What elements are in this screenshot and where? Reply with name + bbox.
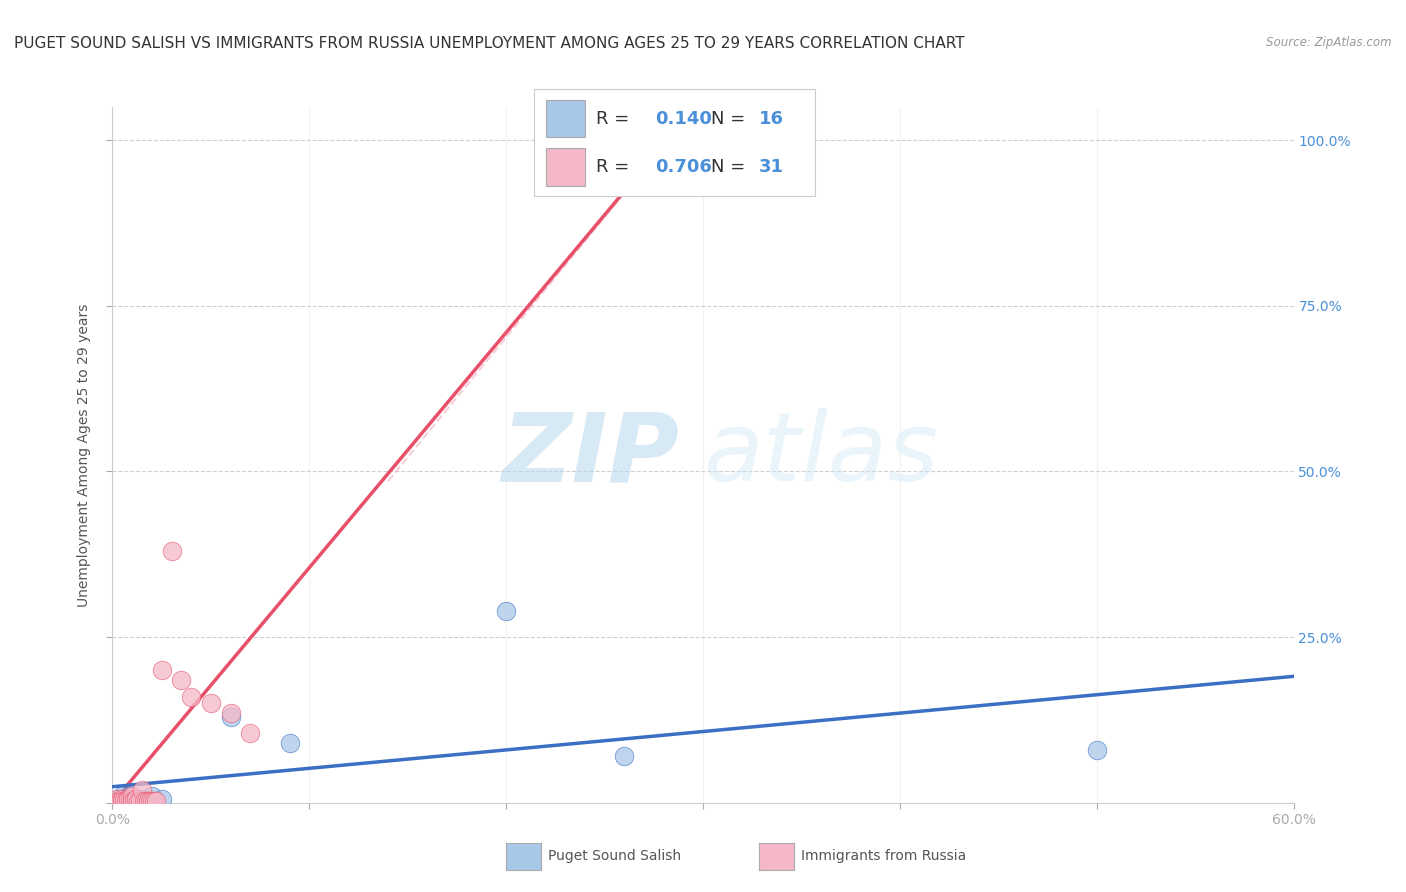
Point — [115, 792, 138, 806]
Point — [112, 792, 135, 806]
Point — [131, 782, 153, 797]
Text: Source: ZipAtlas.com: Source: ZipAtlas.com — [1267, 36, 1392, 49]
Point — [139, 794, 162, 808]
Point — [613, 749, 636, 764]
Text: Puget Sound Salish: Puget Sound Salish — [548, 849, 682, 863]
Point — [219, 706, 242, 721]
Point — [180, 690, 202, 704]
Point — [131, 792, 153, 806]
Text: atlas: atlas — [703, 409, 938, 501]
Point — [121, 789, 143, 804]
Point — [121, 794, 143, 808]
Point — [129, 794, 152, 808]
Point — [219, 709, 242, 723]
Text: N =: N = — [711, 158, 751, 176]
Point — [150, 792, 173, 806]
Text: 0.140: 0.140 — [655, 110, 711, 128]
Text: R =: R = — [596, 158, 636, 176]
Point — [105, 792, 128, 806]
Text: ZIP: ZIP — [502, 409, 679, 501]
Text: 0.706: 0.706 — [655, 158, 711, 176]
Text: 31: 31 — [759, 158, 785, 176]
Point — [111, 789, 134, 804]
Point — [121, 792, 143, 806]
Point — [125, 792, 148, 806]
Point — [142, 794, 165, 808]
Point — [112, 794, 135, 808]
Point — [141, 789, 163, 804]
Point — [495, 604, 517, 618]
Point — [115, 794, 138, 808]
Point — [170, 673, 193, 688]
Point — [117, 792, 139, 806]
Point — [135, 794, 157, 808]
Point — [141, 794, 163, 808]
Point — [160, 544, 183, 558]
Point — [150, 663, 173, 677]
Point — [117, 792, 139, 806]
Point — [278, 736, 301, 750]
Point — [132, 794, 155, 808]
Point — [111, 794, 134, 808]
Point — [111, 792, 134, 806]
Point — [107, 794, 129, 808]
Point — [125, 792, 148, 806]
Point — [200, 697, 222, 711]
Point — [136, 794, 159, 808]
Point — [120, 792, 142, 806]
Text: PUGET SOUND SALISH VS IMMIGRANTS FROM RUSSIA UNEMPLOYMENT AMONG AGES 25 TO 29 YE: PUGET SOUND SALISH VS IMMIGRANTS FROM RU… — [14, 36, 965, 51]
Point — [122, 794, 145, 808]
Point — [120, 789, 142, 804]
Point — [110, 794, 132, 808]
Point — [145, 794, 167, 808]
Text: R =: R = — [596, 110, 636, 128]
Text: 16: 16 — [759, 110, 785, 128]
Point — [239, 726, 262, 740]
Point — [127, 794, 149, 808]
Point — [633, 153, 655, 167]
Point — [1085, 743, 1108, 757]
Text: N =: N = — [711, 110, 751, 128]
Bar — [546, 148, 585, 186]
Point — [107, 792, 129, 806]
Y-axis label: Unemployment Among Ages 25 to 29 years: Unemployment Among Ages 25 to 29 years — [77, 303, 91, 607]
Text: Immigrants from Russia: Immigrants from Russia — [801, 849, 967, 863]
Bar — [546, 100, 585, 137]
